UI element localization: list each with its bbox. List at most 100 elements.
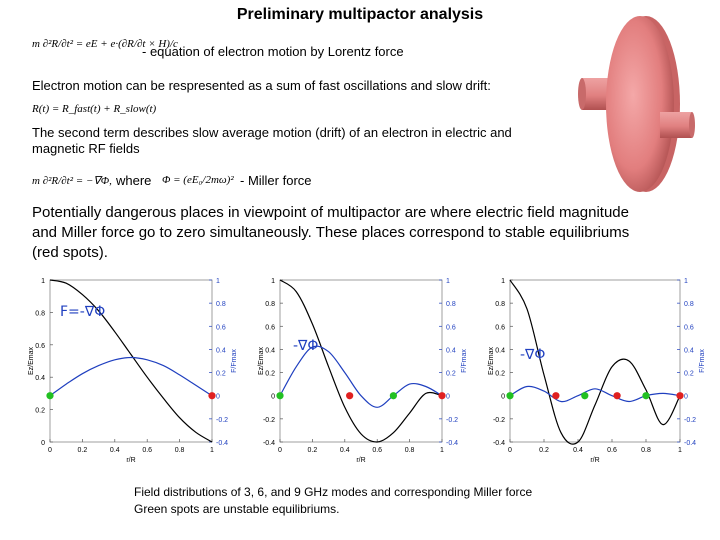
y-tick-label: 0.2 xyxy=(495,371,505,378)
miller-force-curve xyxy=(279,345,443,408)
x-axis-label: r/R xyxy=(590,457,599,464)
y2-tick-label: 0.8 xyxy=(684,301,694,308)
x-axis-label: r/R xyxy=(356,457,365,464)
y2-tick-label: -0.4 xyxy=(684,440,696,447)
x-axis-label: r/R xyxy=(126,457,135,464)
unstable-equilibrium-point xyxy=(276,392,284,400)
field-curve xyxy=(509,279,681,445)
y2-tick-label: 0.8 xyxy=(446,301,456,308)
y2-tick-label: -0.2 xyxy=(216,417,228,424)
x-tick-label: 0.4 xyxy=(340,447,350,454)
y2-tick-label: -0.2 xyxy=(446,417,458,424)
x-tick-label: 0.2 xyxy=(539,447,549,454)
y2-tick-label: 0.4 xyxy=(216,347,226,354)
x-tick-label: 0 xyxy=(278,447,282,454)
multipactor-paragraph: Potentially dangerous places in viewpoin… xyxy=(32,204,630,261)
y-tick-label: 0.6 xyxy=(35,343,45,350)
caption-line-2: Green spots are unstable equilibriums. xyxy=(134,502,340,516)
motion-sum-equation: R(t) = R_fast(t) + R_slow(t) xyxy=(32,103,157,115)
y-tick-label: 0.6 xyxy=(265,324,275,331)
cavity-render-image xyxy=(578,16,695,192)
plot-9ghz: -0.4-0.200.20.40.60.81-0.4-0.200.20.40.6… xyxy=(488,278,706,464)
plot1-force-label: F=-∇Φ xyxy=(60,304,106,320)
y-tick-label: 0.6 xyxy=(495,324,505,331)
plot2-force-label: -∇Φ xyxy=(293,338,319,354)
unstable-equilibrium-point xyxy=(506,392,514,400)
y-tick-label: 0 xyxy=(271,394,275,401)
lorentz-description: - equation of electron motion by Lorentz… xyxy=(142,44,404,59)
slide-title: Preliminary multipactor analysis xyxy=(236,6,484,23)
y-tick-label: 0 xyxy=(501,394,505,401)
miller-description: - Miller force xyxy=(240,173,312,188)
miller-lhs-equation: m ∂²R/∂t² = −∇Φ, xyxy=(32,175,112,187)
x-tick-label: 0.2 xyxy=(308,447,318,454)
x-tick-label: 1 xyxy=(678,447,682,454)
x-tick-label: 0.8 xyxy=(405,447,415,454)
unstable-equilibrium-point xyxy=(581,392,589,400)
miller-phi-equation: Φ = (eE₀/2mω)² xyxy=(162,174,234,186)
y2-tick-label: 0.8 xyxy=(216,301,226,308)
y2-tick-label: 0.2 xyxy=(684,371,694,378)
x-tick-label: 0 xyxy=(48,447,52,454)
y-axis-label: Ez/Emax xyxy=(488,347,495,376)
motion-sum-text: Electron motion can be respresented as a… xyxy=(32,78,491,93)
y2-tick-label: 0 xyxy=(684,394,688,401)
y-tick-label: -0.4 xyxy=(263,440,275,447)
field-curve xyxy=(279,279,443,443)
x-tick-label: 0.8 xyxy=(641,447,651,454)
y-tick-label: 0.4 xyxy=(35,375,45,382)
y-tick-label: 0.2 xyxy=(35,408,45,415)
plot-frame xyxy=(509,279,681,443)
cavity-disc xyxy=(606,16,674,192)
plot-6ghz: -0.4-0.200.20.40.60.81-0.4-0.200.20.40.6… xyxy=(258,278,468,464)
stable-equilibrium-point xyxy=(208,392,216,400)
x-tick-label: 0.4 xyxy=(573,447,583,454)
y2-tick-label: 0.2 xyxy=(216,371,226,378)
y2-axis-label: F/Fmax xyxy=(231,349,238,373)
stable-equilibrium-point xyxy=(613,392,621,400)
y2-tick-label: -0.4 xyxy=(446,440,458,447)
x-tick-label: 1 xyxy=(210,447,214,454)
x-tick-label: 0.2 xyxy=(78,447,88,454)
y2-axis-label: F/Fmax xyxy=(699,349,706,373)
drift-text: The second term describes slow average m… xyxy=(32,125,512,156)
stable-equilibrium-point xyxy=(552,392,560,400)
x-tick-label: 0 xyxy=(508,447,512,454)
unstable-equilibrium-point xyxy=(389,392,397,400)
y-tick-label: -0.2 xyxy=(493,417,505,424)
y-tick-label: -0.4 xyxy=(493,440,505,447)
where-text: where xyxy=(116,173,152,188)
y2-tick-label: 0.2 xyxy=(446,371,456,378)
y-tick-label: 0.8 xyxy=(265,301,275,308)
y-tick-label: 0.4 xyxy=(265,347,275,354)
y2-tick-label: 1 xyxy=(684,278,688,285)
y-tick-label: 0.8 xyxy=(35,310,45,317)
unstable-equilibrium-point xyxy=(46,392,54,400)
y-tick-label: 0.4 xyxy=(495,347,505,354)
stable-equilibrium-point xyxy=(438,392,446,400)
y2-tick-label: 1 xyxy=(446,278,450,285)
y2-axis-label: F/Fmax xyxy=(461,349,468,373)
plot-frame xyxy=(49,279,213,443)
x-tick-label: 1 xyxy=(440,447,444,454)
cavity-beampipe-right xyxy=(660,112,692,138)
plot3-force-label: -∇Φ xyxy=(520,347,546,363)
y2-tick-label: 0.6 xyxy=(446,324,456,331)
lorentz-equation: m ∂²R/∂t² = eE + e·(∂R/∂t × H)/c xyxy=(32,38,178,50)
x-tick-label: 0.4 xyxy=(110,447,120,454)
field-curve xyxy=(49,279,213,443)
y-tick-label: 0.8 xyxy=(495,301,505,308)
y-axis-label: Ez/Emax xyxy=(28,347,35,376)
y-tick-label: -0.2 xyxy=(263,417,275,424)
x-tick-label: 0.6 xyxy=(142,447,152,454)
y2-tick-label: 0.6 xyxy=(684,324,694,331)
unstable-equilibrium-point xyxy=(642,392,650,400)
y2-tick-label: 0.4 xyxy=(446,347,456,354)
y2-tick-label: -0.2 xyxy=(684,417,696,424)
y-tick-label: 0.2 xyxy=(265,371,275,378)
miller-force-curve xyxy=(509,385,681,403)
x-tick-label: 0.8 xyxy=(175,447,185,454)
plot-frame xyxy=(279,279,443,443)
y2-tick-label: 0 xyxy=(216,394,220,401)
y-tick-label: 0 xyxy=(41,440,45,447)
